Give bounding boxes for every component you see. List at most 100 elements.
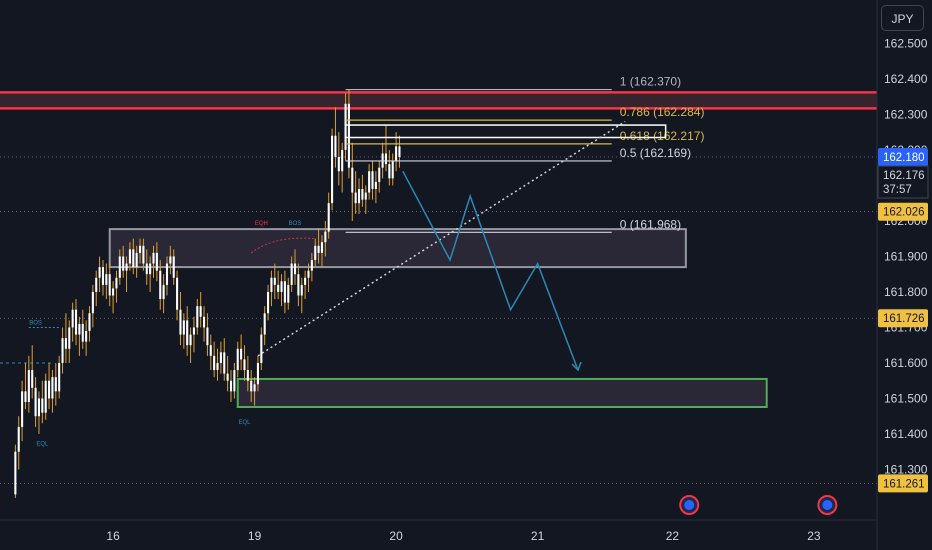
time-tick-label: 20 bbox=[389, 529, 403, 543]
candle-body bbox=[105, 274, 108, 285]
candle-body bbox=[98, 267, 101, 278]
fibonacci-layer: 1 (162.370) 0.786 (162.284) 0.618 (162.217… bbox=[344, 75, 705, 233]
time-tick-label: 23 bbox=[807, 529, 821, 543]
candle-body bbox=[37, 398, 40, 417]
candle-body bbox=[256, 362, 259, 385]
eqh-label: EQH bbox=[255, 221, 268, 227]
candle-body bbox=[128, 249, 131, 264]
candle-body bbox=[64, 338, 67, 349]
candle-body bbox=[209, 345, 212, 356]
candle-body bbox=[290, 263, 293, 285]
candle-body bbox=[159, 270, 162, 300]
price-tag-label: 161.726 bbox=[883, 313, 925, 325]
candle-body bbox=[341, 149, 344, 172]
candle-body bbox=[17, 426, 20, 452]
price-axis[interactable]: 162.500162.400162.300162.200162.100162.0… bbox=[877, 36, 929, 493]
candle-body bbox=[250, 380, 253, 392]
candle-body bbox=[357, 188, 361, 204]
candle-body bbox=[226, 373, 229, 381]
fib-white-box bbox=[344, 124, 667, 139]
candle-body bbox=[135, 252, 138, 268]
currency-button[interactable]: JPY bbox=[881, 5, 924, 31]
candle-body bbox=[307, 270, 310, 278]
candle-body bbox=[371, 171, 374, 189]
candle-body bbox=[196, 306, 199, 328]
candle-body bbox=[263, 313, 266, 335]
candle-body bbox=[132, 249, 135, 268]
price-tick-label: 161.300 bbox=[884, 462, 928, 476]
candle-body bbox=[283, 281, 286, 303]
resistance-band bbox=[0, 92, 877, 109]
candle-body bbox=[398, 146, 401, 158]
candle-body bbox=[277, 284, 280, 292]
candle-body bbox=[310, 260, 313, 271]
candle-body bbox=[155, 252, 158, 271]
candle-body bbox=[320, 242, 324, 253]
candle-body bbox=[240, 348, 243, 360]
candle-body bbox=[78, 323, 81, 335]
levels-layer bbox=[0, 156, 877, 484]
candle-body bbox=[236, 348, 239, 371]
current-price-box bbox=[877, 165, 929, 199]
candle-body bbox=[354, 192, 357, 204]
candle-body bbox=[41, 398, 44, 413]
candle-body bbox=[395, 146, 398, 161]
candle-body bbox=[199, 306, 202, 317]
price-tick-label: 162.300 bbox=[884, 107, 928, 121]
candle-body bbox=[270, 277, 273, 292]
price-tick-label: 161.500 bbox=[884, 391, 928, 405]
candle-body bbox=[384, 153, 388, 165]
candle-body bbox=[182, 320, 185, 335]
time-axis[interactable]: 16 19 20 21 22 23 bbox=[0, 0, 878, 550]
candle-body bbox=[317, 245, 320, 253]
candle-body bbox=[368, 171, 371, 193]
price-tag bbox=[878, 202, 928, 221]
candle-body bbox=[223, 352, 226, 374]
price-tick-label: 161.600 bbox=[884, 356, 928, 370]
candle-body bbox=[300, 284, 303, 296]
candle-body bbox=[246, 370, 249, 381]
candle-body bbox=[216, 362, 219, 371]
candle-body bbox=[297, 274, 300, 296]
candle-body bbox=[71, 309, 74, 328]
eql-label: EQL bbox=[238, 420, 251, 426]
price-tick-label: 161.800 bbox=[884, 285, 928, 299]
fib-level-label: 0.618 (162.217) bbox=[620, 129, 705, 143]
price-tag bbox=[878, 474, 928, 493]
candle-body bbox=[122, 256, 125, 271]
projection-arrowhead bbox=[571, 361, 582, 372]
candle-body bbox=[388, 164, 391, 179]
time-tick-label: 22 bbox=[666, 529, 680, 543]
price-tick-label: 161.400 bbox=[884, 427, 928, 441]
candle-body bbox=[337, 157, 340, 172]
candle-body bbox=[138, 245, 142, 253]
candle-body bbox=[361, 188, 364, 200]
price-tag bbox=[878, 148, 928, 167]
candle-body bbox=[169, 256, 172, 264]
candle-body bbox=[68, 327, 71, 349]
time-tick-label: 21 bbox=[531, 529, 545, 543]
candle-body bbox=[44, 380, 47, 413]
bos-label: BOS bbox=[29, 320, 42, 326]
candle-body bbox=[293, 263, 297, 275]
candle-body bbox=[74, 309, 78, 335]
candle-body bbox=[364, 192, 367, 200]
candle-body bbox=[112, 288, 115, 296]
candle-body bbox=[125, 263, 128, 271]
candle-body bbox=[213, 355, 216, 371]
candle-body bbox=[145, 263, 148, 275]
supply-zone bbox=[108, 228, 687, 269]
candle-body bbox=[243, 359, 246, 371]
candle-body bbox=[233, 370, 236, 392]
candle-body bbox=[391, 160, 394, 179]
candle-body bbox=[192, 327, 195, 335]
candle-body bbox=[186, 320, 189, 346]
candle-body bbox=[152, 252, 155, 264]
candle-body bbox=[172, 256, 175, 278]
candle-body bbox=[27, 370, 30, 403]
candle-body bbox=[88, 313, 91, 332]
candle-body bbox=[206, 327, 209, 346]
candle-body bbox=[331, 135, 334, 204]
